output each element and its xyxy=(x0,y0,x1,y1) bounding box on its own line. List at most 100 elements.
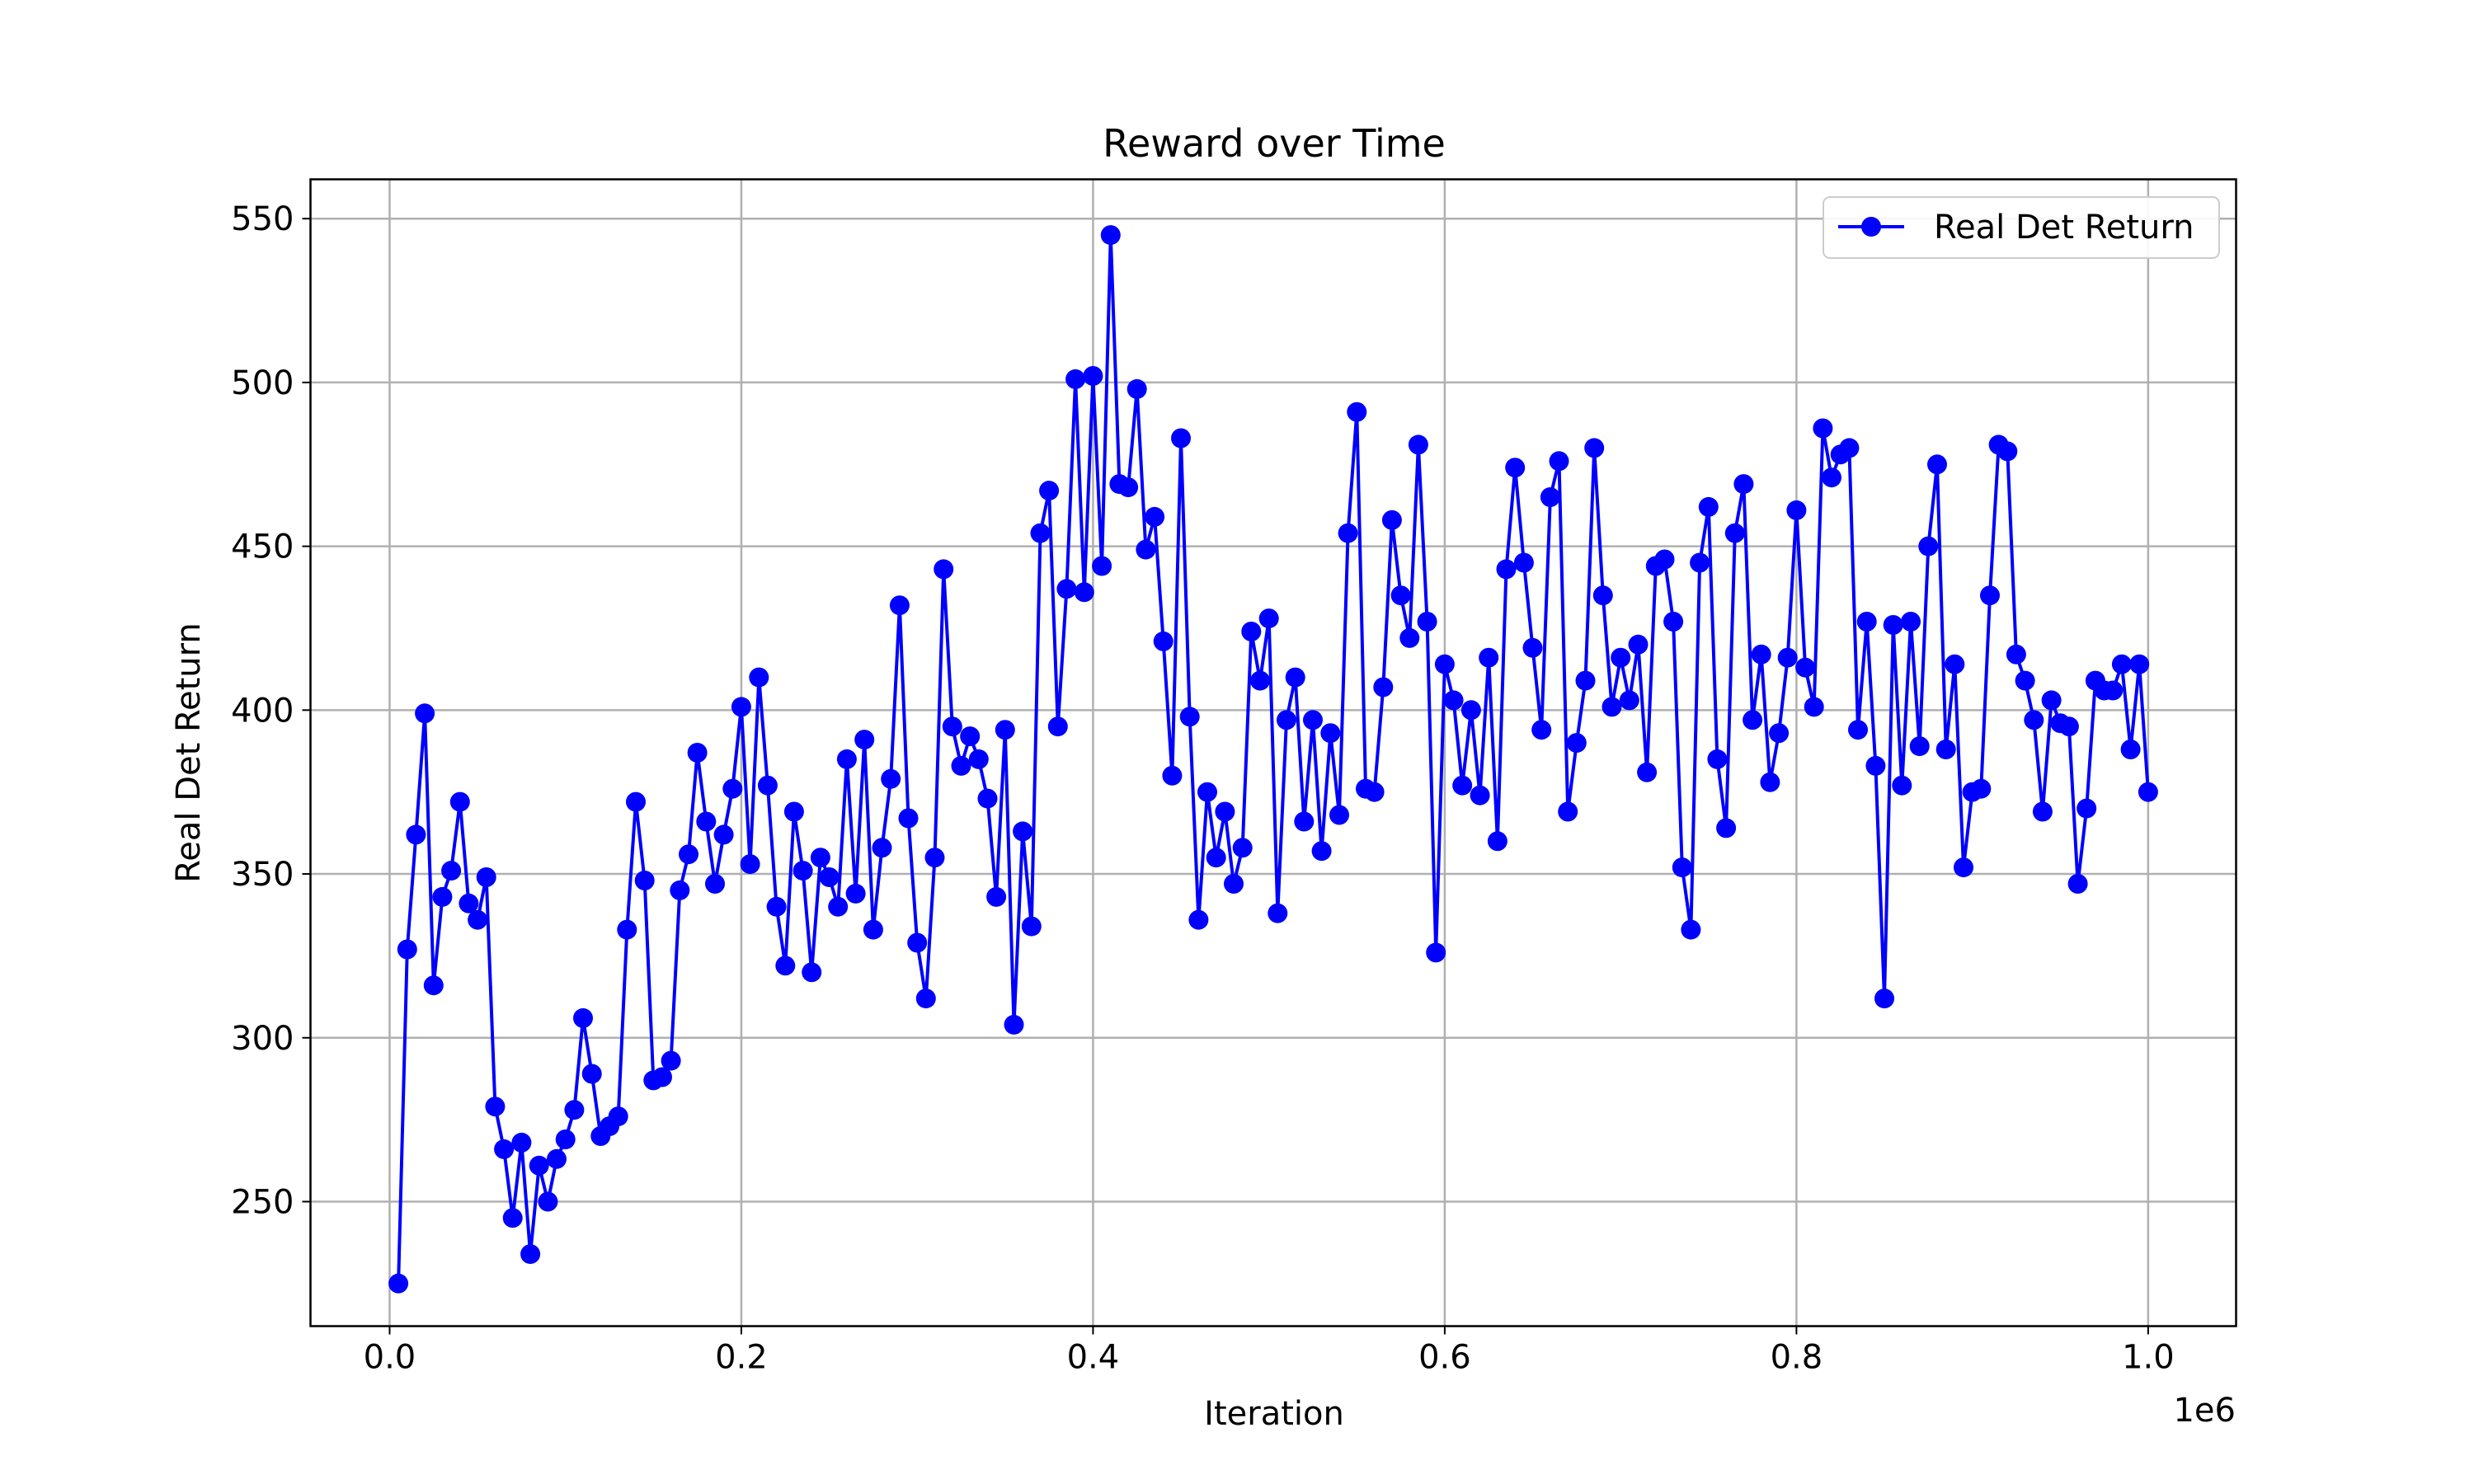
y-tick-label: 400 xyxy=(231,692,294,730)
data-point xyxy=(1277,710,1296,730)
data-point xyxy=(757,775,778,796)
data-point xyxy=(2067,874,2088,894)
data-point xyxy=(1602,697,1622,717)
y-tick-label: 450 xyxy=(231,528,294,566)
y-tick-label: 250 xyxy=(231,1183,294,1221)
data-point xyxy=(1672,857,1692,878)
data-point xyxy=(1716,818,1737,838)
data-point xyxy=(1540,487,1560,507)
data-point xyxy=(406,824,426,845)
data-point xyxy=(1637,762,1658,782)
data-point xyxy=(1558,801,1578,822)
data-point xyxy=(1232,838,1253,858)
data-point xyxy=(679,844,698,865)
data-point xyxy=(1505,458,1526,478)
data-point xyxy=(951,755,971,776)
data-point xyxy=(1751,644,1771,665)
data-point xyxy=(494,1139,515,1159)
legend-marker-swatch xyxy=(1861,217,1881,237)
data-point xyxy=(608,1106,628,1127)
data-point xyxy=(564,1100,585,1120)
data-point xyxy=(881,768,901,789)
data-point xyxy=(810,848,830,868)
data-point xyxy=(423,975,444,996)
data-point xyxy=(388,1273,409,1294)
x-tick-label: 0.0 xyxy=(364,1339,416,1377)
data-point xyxy=(968,749,989,769)
data-point xyxy=(1443,690,1464,711)
data-point xyxy=(1294,811,1315,832)
x-tick-label: 0.6 xyxy=(1418,1339,1471,1377)
data-point xyxy=(907,932,928,953)
data-point xyxy=(2103,680,2124,701)
data-point xyxy=(731,697,751,717)
data-point xyxy=(1065,369,1086,389)
data-point xyxy=(2006,644,2026,665)
data-point xyxy=(2015,670,2035,691)
data-point xyxy=(441,861,462,881)
data-point xyxy=(1997,441,2018,462)
data-point xyxy=(1039,481,1060,501)
data-point xyxy=(1047,716,1068,737)
y-tick-label: 350 xyxy=(231,856,294,894)
data-point xyxy=(1795,657,1816,678)
data-point xyxy=(1865,755,1886,776)
data-point xyxy=(863,919,883,940)
y-tick-label: 300 xyxy=(231,1020,294,1058)
data-point xyxy=(511,1132,532,1153)
data-point xyxy=(1417,612,1437,632)
data-point xyxy=(459,893,479,913)
x-axis-offset-label: 1e6 xyxy=(2173,1392,2236,1430)
data-point xyxy=(749,667,769,688)
data-point xyxy=(1126,378,1147,399)
data-point xyxy=(1162,765,1183,786)
data-point xyxy=(1804,697,1824,717)
legend-label: Real Det Return xyxy=(1934,209,2194,247)
data-point xyxy=(1760,772,1780,792)
x-axis-label: Iteration xyxy=(1204,1395,1344,1433)
data-point xyxy=(2024,710,2044,730)
y-tick-label: 550 xyxy=(231,200,294,238)
data-point xyxy=(652,1067,672,1087)
data-point xyxy=(924,848,945,868)
data-point xyxy=(872,838,892,858)
data-point xyxy=(449,791,470,812)
data-point xyxy=(626,791,646,812)
data-point xyxy=(1338,523,1358,543)
data-point xyxy=(1452,775,1473,796)
data-point xyxy=(1769,723,1790,744)
data-point xyxy=(1364,782,1385,802)
data-point xyxy=(397,939,417,960)
data-point xyxy=(2129,654,2150,674)
data-point xyxy=(802,962,822,983)
data-point xyxy=(1329,805,1349,825)
series-line xyxy=(397,233,2150,1284)
data-point xyxy=(1136,539,1156,560)
data-point xyxy=(722,778,743,799)
data-point xyxy=(1074,582,1094,603)
data-point xyxy=(793,861,813,881)
legend-box xyxy=(1823,196,2220,259)
data-point xyxy=(1584,438,1605,458)
data-point xyxy=(986,886,1007,907)
data-point xyxy=(1347,402,1367,422)
data-point xyxy=(1777,647,1798,668)
data-point xyxy=(1935,740,1956,759)
data-point xyxy=(415,703,435,724)
data-point xyxy=(2138,782,2158,802)
data-point xyxy=(1224,874,1244,894)
data-point xyxy=(705,874,725,894)
y-tick-label: 500 xyxy=(231,364,294,402)
data-point xyxy=(661,1050,681,1071)
data-point xyxy=(1373,677,1394,697)
data-point xyxy=(1426,942,1446,963)
data-point xyxy=(1197,782,1217,802)
data-point xyxy=(1399,627,1420,648)
data-point xyxy=(468,909,488,930)
data-point xyxy=(1743,710,1763,730)
data-point xyxy=(1390,585,1411,606)
legend: Real Det Return xyxy=(1823,196,2220,259)
data-point xyxy=(1945,654,1965,674)
data-point xyxy=(828,896,849,917)
